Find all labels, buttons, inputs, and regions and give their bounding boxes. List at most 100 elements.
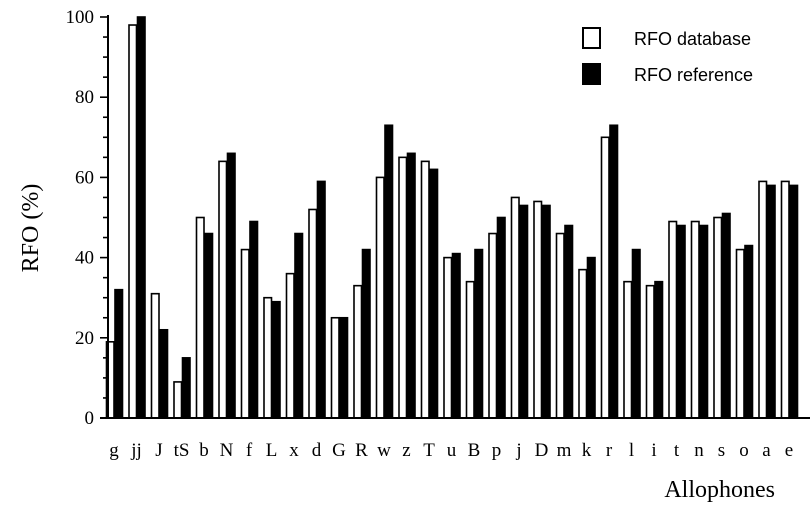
x-tick-label: l [629,440,634,461]
bar-rfo-reference [294,232,304,419]
y-axis-title: RFO (%) [18,184,44,273]
bar-rfo-database [533,200,543,419]
bar-rfo-database [375,176,385,419]
bar-rfo-reference [789,184,799,419]
x-tick-label: r [606,440,613,461]
x-tick-label: D [535,440,549,461]
x-tick-label: a [762,440,771,461]
bar-rfo-reference [429,168,439,419]
x-tick-label: jj [130,440,142,461]
plot-area [105,16,799,419]
bar-rfo-database [578,268,588,419]
x-tick-label: u [447,440,457,461]
bar-rfo-database [443,256,453,419]
x-tick-label: j [515,440,521,461]
x-tick-label: N [220,440,234,461]
bar-rfo-reference [496,216,506,419]
bar-rfo-database [128,24,138,419]
x-tick-label: o [739,440,749,461]
bar-rfo-database [780,180,790,419]
legend-label-database: RFO database [634,29,751,49]
x-tick-label: f [246,440,253,461]
y-axis: 0 20 40 60 80 100 [66,7,109,429]
bar-rfo-reference [654,280,664,419]
bar-rfo-database [488,232,498,419]
bar-rfo-database [398,156,408,419]
bar-rfo-reference [766,184,776,419]
x-tick-label: k [582,440,592,461]
x-tick-label: w [377,440,391,461]
bar-rfo-reference [631,248,641,419]
x-tick-label: b [199,440,209,461]
bar-rfo-reference [204,232,214,419]
bar-rfo-database [173,381,183,419]
x-tick-label: J [155,440,162,461]
bar-rfo-database [623,280,633,419]
bar-rfo-reference [406,152,416,419]
bar-rfo-reference [744,244,754,419]
bar-rfo-reference [721,212,731,419]
bar-rfo-database [420,160,430,419]
x-tick-label: m [557,440,572,461]
x-tick-label: t [674,440,680,461]
bar-rfo-database [510,196,520,419]
y-tick-label: 100 [66,7,95,28]
y-tick-label: 20 [75,328,94,349]
x-tick-label: x [289,440,299,461]
bar-rfo-reference [699,224,709,419]
bar-rfo-database [645,284,655,419]
x-axis-title: Allophones [664,477,775,503]
bar-rfo-database [600,136,610,419]
bar-rfo-database [758,180,768,419]
bar-rfo-reference [339,316,349,419]
y-tick-label: 0 [85,408,95,429]
x-tick-label: tS [174,440,190,461]
bar-rfo-reference [451,252,461,419]
bar-rfo-reference [114,288,124,419]
x-tick-label: s [718,440,725,461]
bar-rfo-reference [361,248,371,419]
bar-rfo-reference [564,224,574,419]
legend-label-reference: RFO reference [634,65,753,85]
bar-rfo-database [353,284,363,419]
bar-rfo-reference [271,300,281,419]
x-tick-label: g [109,440,119,461]
bar-rfo-reference [676,224,686,419]
x-tick-label: B [468,440,481,461]
bar-rfo-database [330,316,340,419]
legend-swatch-database [582,27,601,49]
bar-rfo-reference [541,204,551,419]
bar-rfo-database [263,296,273,419]
bar-rfo-database [735,248,745,419]
bar-rfo-database [690,220,700,419]
bar-rfo-database [240,248,250,419]
bar-rfo-reference [159,328,169,419]
bar-rfo-database [668,220,678,419]
legend: RFO database RFO reference [582,27,753,85]
x-tick-label: i [651,440,656,461]
bar-rfo-reference [226,152,236,419]
bar-rfo-reference [474,248,484,419]
x-tick-label: L [266,440,278,461]
x-tick-label: p [492,440,502,461]
bar-rfo-database [195,216,205,419]
x-tick-label: e [785,440,793,461]
bar-rfo-database [218,160,228,419]
bar-rfo-reference [519,204,529,419]
bar-rfo-reference [136,16,146,419]
bar-rfo-database [285,272,295,419]
y-tick-label: 40 [75,248,94,269]
bar-rfo-reference [384,124,394,419]
bar-rfo-reference [609,124,619,419]
x-tick-label: z [402,440,410,461]
bar-rfo-database [150,292,160,419]
legend-swatch-reference [582,63,601,85]
y-tick-label: 80 [75,87,94,108]
bar-rfo-database [713,216,723,419]
x-tick-label: d [312,440,322,461]
bar-rfo-reference [249,220,259,419]
bar-rfo-database [555,232,565,419]
x-tick-label: T [423,440,435,461]
